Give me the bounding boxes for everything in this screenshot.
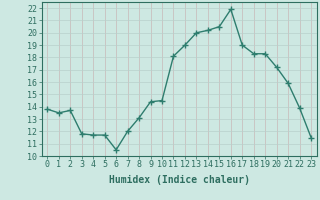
X-axis label: Humidex (Indice chaleur): Humidex (Indice chaleur) — [109, 175, 250, 185]
